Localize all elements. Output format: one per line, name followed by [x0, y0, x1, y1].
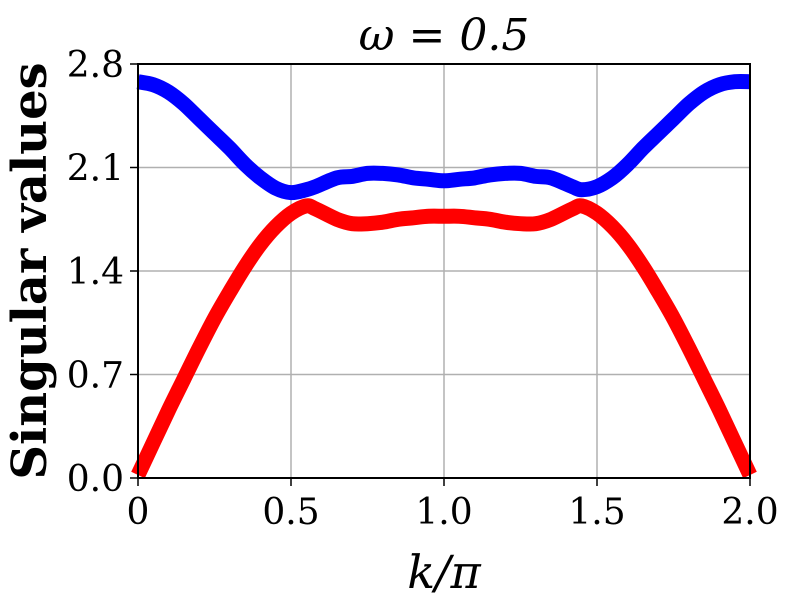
series-layer — [131, 73, 757, 479]
tick-labels: 0 0.5 1.0 1.5 2.0 0.0 0.7 1.4 2.1 2.8 — [67, 45, 779, 533]
x-axis-label: k/π — [407, 545, 481, 599]
y-tick-label: 0.7 — [67, 356, 124, 397]
y-tick-label: 2.8 — [67, 45, 124, 86]
lower-singular-value-line — [131, 198, 757, 479]
chart-title: ω = 0.5 — [359, 10, 530, 61]
y-tick-label: 2.1 — [67, 149, 124, 190]
tick-marks — [130, 63, 751, 486]
x-tick-label: 0 — [127, 492, 150, 533]
x-tick-label: 0.5 — [262, 492, 319, 533]
upper-singular-value-line — [136, 73, 751, 201]
y-tick-label: 0.0 — [67, 459, 124, 500]
y-axis-label: Singular values — [2, 62, 58, 479]
x-tick-label: 2.0 — [721, 492, 778, 533]
x-tick-label: 1.5 — [568, 492, 625, 533]
y-tick-label: 1.4 — [67, 252, 124, 293]
x-tick-label: 1.0 — [415, 492, 472, 533]
